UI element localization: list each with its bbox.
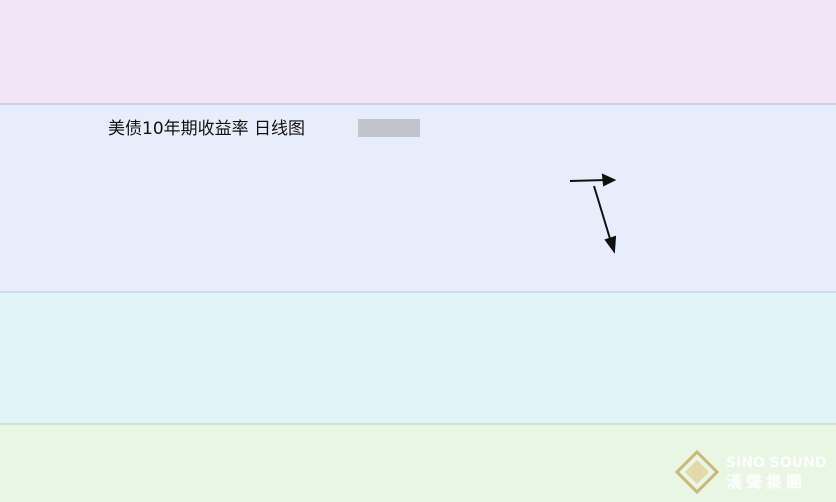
band-lower <box>0 292 836 424</box>
arrow <box>569 179 607 182</box>
watermark: SINO SOUND 漢聲集團 <box>674 449 826 495</box>
arrow-head <box>604 235 617 254</box>
arrow-head <box>601 173 617 187</box>
arrow <box>593 185 612 243</box>
logo <box>674 449 720 495</box>
watermark-zh: 漢聲集團 <box>726 473 806 492</box>
band-bottom <box>0 424 836 502</box>
watermark-en: SINO SOUND <box>726 455 826 471</box>
band-top <box>0 0 836 104</box>
logo <box>685 460 709 484</box>
blurred-tag <box>358 119 420 137</box>
chart-title: 美债10年期收益率 日线图 <box>108 119 305 139</box>
annotation-arrows <box>569 173 617 254</box>
